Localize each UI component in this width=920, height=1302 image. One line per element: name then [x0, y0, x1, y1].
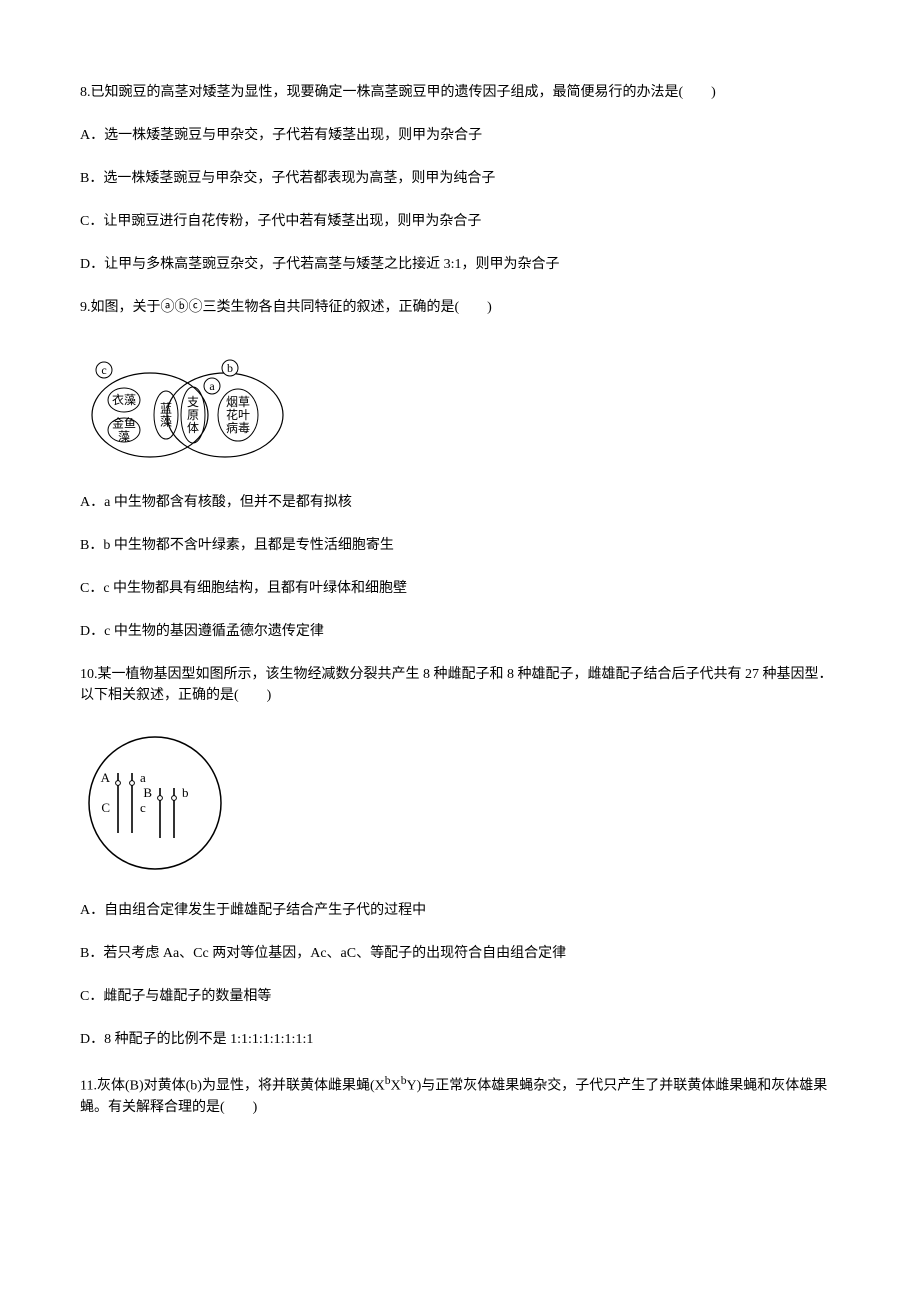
- q10-figure: ACacBb: [80, 728, 840, 878]
- q10-option-d: D．8 种配子的比例不是 1:1:1:1:1:1:1:1: [80, 1029, 840, 1050]
- svg-text:支: 支: [187, 395, 199, 409]
- q9-stem: 9.如图，关于ⓐⓑⓒ三类生物各自共同特征的叙述，正确的是( ): [80, 297, 840, 318]
- svg-text:b: b: [182, 785, 189, 800]
- q10-option-c: C．雌配子与雄配子的数量相等: [80, 986, 840, 1007]
- svg-text:a: a: [140, 770, 146, 785]
- svg-text:a: a: [209, 379, 215, 393]
- svg-text:b: b: [227, 361, 233, 375]
- question-10: 10.某一植物基因型如图所示，该生物经减数分裂共产生 8 种雌配子和 8 种雄配…: [80, 664, 840, 1050]
- svg-text:原: 原: [187, 408, 199, 422]
- q10-option-b: B．若只考虑 Aa、Cc 两对等位基因，Ac、aC、等配子的出现符合自由组合定律: [80, 943, 840, 964]
- svg-text:c: c: [140, 800, 146, 815]
- q11-before: 11.灰体(B)对黄体(b)为显性，将并联黄体雌果蝇(X: [80, 1079, 385, 1094]
- question-8: 8.已知豌豆的高茎对矮茎为显性，现要确定一株高茎豌豆甲的遗传因子组成，最简便易行…: [80, 82, 840, 275]
- svg-text:B: B: [143, 785, 152, 800]
- q11-stem: 11.灰体(B)对黄体(b)为显性，将并联黄体雌果蝇(XbXbY)与正常灰体雄果…: [80, 1072, 840, 1118]
- svg-text:花叶: 花叶: [226, 407, 250, 422]
- q11-mid1: X: [391, 1079, 401, 1094]
- svg-text:A: A: [101, 770, 111, 785]
- question-9: 9.如图，关于ⓐⓑⓒ三类生物各自共同特征的叙述，正确的是( ) 衣藻金鱼藻蓝藻支…: [80, 297, 840, 642]
- venn-diagram: 衣藻金鱼藻蓝藻支原体烟草花叶病毒cba: [80, 340, 290, 470]
- q10-stem: 10.某一植物基因型如图所示，该生物经减数分裂共产生 8 种雌配子和 8 种雄配…: [80, 664, 840, 706]
- q9-option-b: B．b 中生物都不含叶绿素，且都是专性活细胞寄生: [80, 535, 840, 556]
- q8-option-b: B．选一株矮茎豌豆与甲杂交，子代若都表现为高茎，则甲为纯合子: [80, 168, 840, 189]
- svg-text:病毒: 病毒: [226, 420, 250, 435]
- q8-option-c: C．让甲豌豆进行自花传粉，子代中若有矮茎出现，则甲为杂合子: [80, 211, 840, 232]
- svg-text:烟草: 烟草: [226, 395, 250, 409]
- q10-option-a: A．自由组合定律发生于雌雄配子结合产生子代的过程中: [80, 900, 840, 921]
- svg-text:C: C: [101, 800, 110, 815]
- svg-text:体: 体: [187, 421, 199, 435]
- q8-stem: 8.已知豌豆的高茎对矮茎为显性，现要确定一株高茎豌豆甲的遗传因子组成，最简便易行…: [80, 82, 840, 103]
- question-11: 11.灰体(B)对黄体(b)为显性，将并联黄体雌果蝇(XbXbY)与正常灰体雄果…: [80, 1072, 840, 1118]
- q9-figure: 衣藻金鱼藻蓝藻支原体烟草花叶病毒cba: [80, 340, 840, 470]
- svg-text:藻: 藻: [160, 415, 172, 429]
- q8-option-d: D．让甲与多株高茎豌豆杂交，子代若高茎与矮茎之比接近 3:1，则甲为杂合子: [80, 254, 840, 275]
- svg-text:蓝: 蓝: [160, 402, 172, 416]
- q9-option-a: A．a 中生物都含有核酸，但并不是都有拟核: [80, 492, 840, 513]
- svg-text:衣藻: 衣藻: [112, 392, 136, 407]
- q8-option-a: A．选一株矮茎豌豆与甲杂交，子代若有矮茎出现，则甲为杂合子: [80, 125, 840, 146]
- svg-text:金鱼: 金鱼: [112, 416, 136, 431]
- svg-text:藻: 藻: [118, 430, 130, 444]
- q9-option-c: C．c 中生物都具有细胞结构，且都有叶绿体和细胞壁: [80, 578, 840, 599]
- svg-text:c: c: [101, 363, 106, 377]
- q9-option-d: D．c 中生物的基因遵循孟德尔遗传定律: [80, 621, 840, 642]
- cell-diagram: ACacBb: [80, 728, 230, 878]
